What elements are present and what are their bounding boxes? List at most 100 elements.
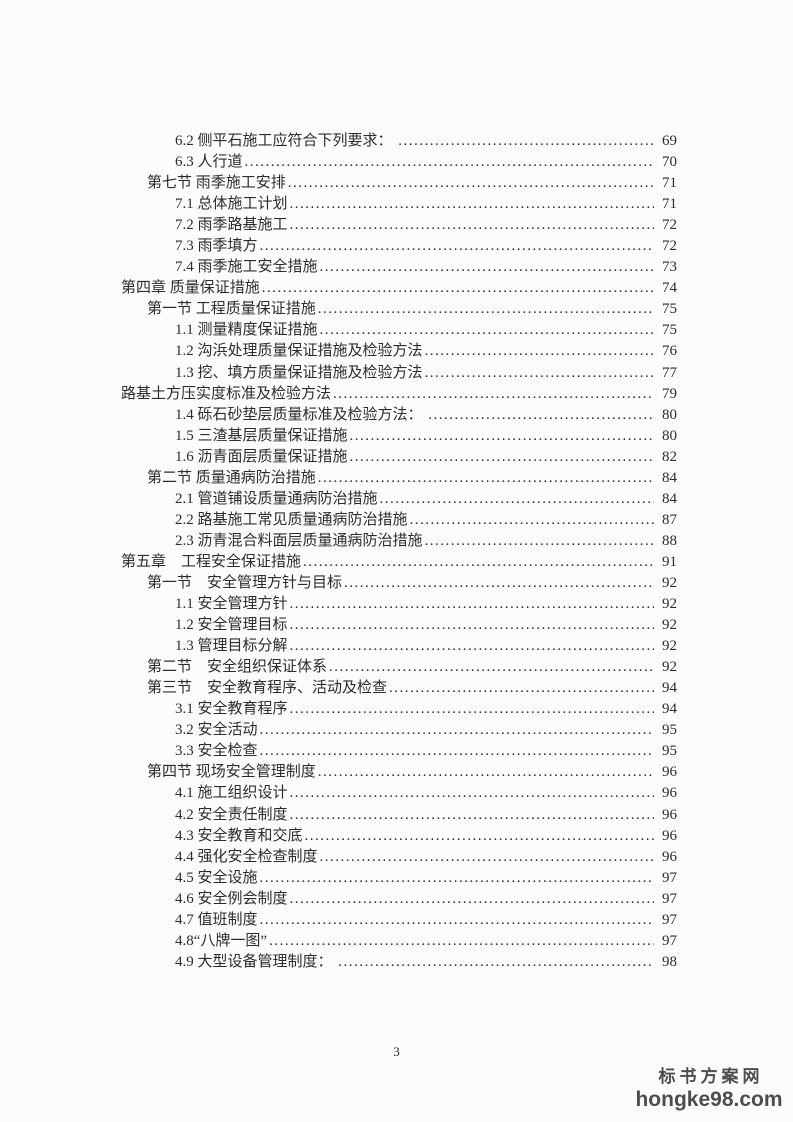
watermark-site-url: hongke98.com	[635, 1088, 783, 1111]
toc-page-number: 96	[662, 848, 677, 865]
toc-entry-title: 第四节 现场安全管理制度	[147, 764, 316, 781]
watermark: 标书方案网 hongke98.com	[635, 1066, 783, 1111]
toc-page-number: 96	[662, 827, 677, 844]
toc-page-number: 97	[662, 932, 677, 949]
toc-page-number: 92	[662, 574, 677, 591]
toc-entry: 4.1 施工组织设计 96	[121, 783, 677, 804]
toc-entry: 第一节 安全管理方针与目标 92	[121, 573, 677, 594]
toc-dot-leader	[290, 805, 654, 826]
toc-dot-leader	[260, 236, 654, 257]
toc-page-number: 70	[662, 154, 677, 171]
toc-page-number: 88	[662, 532, 677, 549]
toc-entry: 2.2 路基施工常见质量通病防治措施 87	[121, 510, 677, 531]
toc-dot-leader	[425, 341, 654, 362]
toc-entry-title: 第一节 工程质量保证措施	[147, 301, 316, 318]
toc-dot-leader	[329, 657, 654, 678]
toc-dot-leader	[260, 910, 654, 931]
toc-entry-title: 第四章 质量保证措施	[121, 280, 260, 297]
toc-page-number: 95	[662, 743, 677, 760]
toc-dot-leader	[290, 615, 654, 636]
toc-entry-title: 6.3 人行道	[175, 154, 243, 171]
toc-dot-leader	[398, 131, 654, 152]
toc-entry: 7.1 总体施工计划 71	[121, 194, 677, 215]
toc-page-number: 73	[662, 259, 677, 276]
toc-entry-title: 1.2 沟浜处理质量保证措施及检验方法	[175, 343, 423, 360]
toc-page-number: 79	[662, 385, 677, 402]
toc-entry: 3.2 安全活动 95	[121, 720, 677, 741]
toc-page-number: 94	[662, 701, 677, 718]
toc-dot-leader	[290, 215, 654, 236]
toc-entry: 7.4 雨季施工安全措施 73	[121, 257, 677, 278]
toc-page-number: 92	[662, 596, 677, 613]
toc-dot-leader	[425, 531, 654, 552]
toc-dot-leader	[290, 889, 654, 910]
toc-entry-title: 4.6 安全例会制度	[175, 890, 288, 907]
toc-page-number: 74	[662, 280, 677, 297]
toc-page-number: 71	[662, 196, 677, 213]
toc-entry: 3.1 安全教育程序 94	[121, 699, 677, 720]
toc-page-number: 95	[662, 722, 677, 739]
toc-dot-leader	[333, 384, 654, 405]
toc-page-number: 77	[662, 364, 677, 381]
toc-page-number: 96	[662, 806, 677, 823]
toc-entry: 第一节 工程质量保证措施 75	[121, 299, 677, 320]
toc-entry-title: 7.4 雨季施工安全措施	[175, 259, 318, 276]
toc-page-number: 71	[662, 175, 677, 192]
toc-entry: 1.2 沟浜处理质量保证措施及检验方法 76	[121, 341, 677, 362]
toc-dot-leader	[320, 257, 654, 278]
toc-dot-leader	[303, 552, 654, 573]
toc-entry: 第三节 安全教育程序、活动及检查 94	[121, 678, 677, 699]
toc-dot-leader	[260, 868, 654, 889]
toc-dot-leader	[338, 952, 654, 973]
toc-entry-title: 第二节 质量通病防治措施	[147, 469, 316, 486]
toc-page-number: 84	[662, 490, 677, 507]
toc-entry-title: 1.4 砾石砂垫层质量标准及检验方法：	[175, 406, 427, 423]
toc-page-number: 76	[662, 343, 677, 360]
toc-dot-leader	[410, 510, 654, 531]
toc-entry-title: 路基土方压实度标准及检验方法	[121, 385, 332, 402]
toc-entry-title: 3.3 安全检查	[175, 743, 258, 760]
toc-dot-leader	[425, 363, 654, 384]
toc-entry: 4.5 安全设施 97	[121, 868, 677, 889]
toc-dot-leader	[380, 489, 654, 510]
toc-entry-title: 第五章 工程安全保证措施	[121, 553, 302, 570]
toc-dot-leader	[290, 594, 654, 615]
toc-entry-title: 2.2 路基施工常见质量通病防治措施	[175, 511, 408, 528]
toc-entry: 1.4 砾石砂垫层质量标准及检验方法： 80	[121, 405, 677, 426]
toc-entry-title: 1.3 挖、填方质量保证措施及检验方法	[175, 364, 423, 381]
toc-entry-title: 1.5 三渣基层质量保证措施	[175, 427, 348, 444]
toc-dot-leader	[318, 299, 654, 320]
toc-page-number: 94	[662, 680, 677, 697]
toc-entry: 4.3 安全教育和交底 96	[121, 826, 677, 847]
toc-entry: 1.6 沥青面层质量保证措施 82	[121, 447, 677, 468]
toc-entry-title: 1.3 管理目标分解	[175, 638, 288, 655]
toc-entry: 4.4 强化安全检查制度 96	[121, 847, 677, 868]
toc-page-number: 91	[662, 553, 677, 570]
toc-entry: 2.1 管道铺设质量通病防治措施 84	[121, 489, 677, 510]
toc-entry: 路基土方压实度标准及检验方法 79	[121, 384, 677, 405]
toc-entry-title: 2.1 管道铺设质量通病防治措施	[175, 490, 378, 507]
toc-dot-leader	[262, 278, 654, 299]
toc-entry-title: 1.1 测量精度保证措施	[175, 322, 318, 339]
toc-page-number: 87	[662, 511, 677, 528]
toc-dot-leader	[318, 762, 654, 783]
toc-entry: 第四节 现场安全管理制度 96	[121, 762, 677, 783]
toc-entry-title: 1.6 沥青面层质量保证措施	[175, 448, 348, 465]
toc-entry-title: 第三节 安全教育程序、活动及检查	[147, 680, 388, 697]
toc-entry: 3.3 安全检查 95	[121, 741, 677, 762]
toc-dot-leader	[260, 741, 654, 762]
toc-dot-leader	[269, 931, 654, 952]
toc-entry-title: 4.9 大型设备管理制度：	[175, 953, 337, 970]
toc-page-number: 72	[662, 238, 677, 255]
toc-dot-leader	[350, 447, 654, 468]
toc-entry: 4.9 大型设备管理制度： 98	[121, 952, 677, 973]
toc-entry-title: 4.2 安全责任制度	[175, 806, 288, 823]
toc-page-number: 75	[662, 301, 677, 318]
toc-page-number: 98	[662, 953, 677, 970]
toc-entry-title: 第七节 雨季施工安排	[147, 175, 286, 192]
toc-entry-title: 3.2 安全活动	[175, 722, 258, 739]
toc-entry: 1.1 测量精度保证措施 75	[121, 320, 677, 341]
toc-dot-leader	[290, 636, 654, 657]
toc-dot-leader	[320, 847, 654, 868]
toc-page-number: 69	[662, 133, 677, 149]
